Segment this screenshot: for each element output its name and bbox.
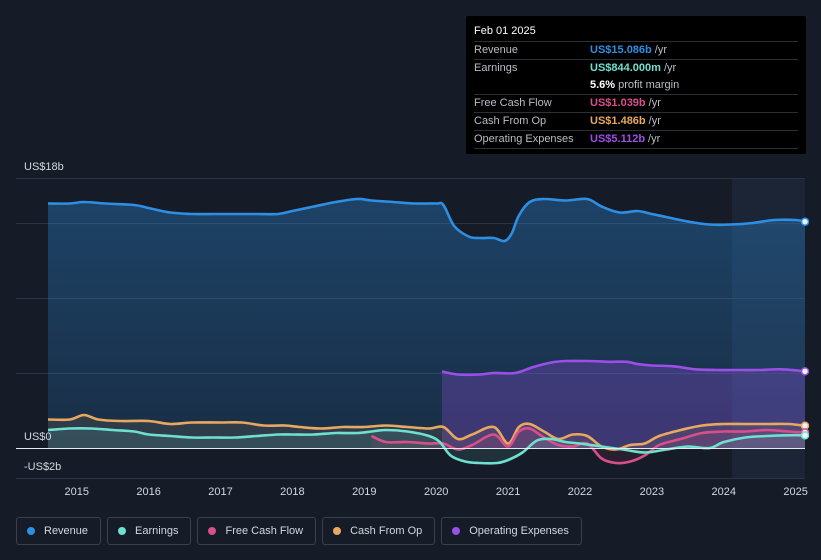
x-tick-label: 2019 [352,486,376,498]
legend-label: Cash From Op [350,525,423,537]
legend-item-cash-from-op[interactable]: Cash From Op [322,517,436,545]
tooltip-value: US$15.086b [590,44,652,56]
tooltip-date: Feb 01 2025 [474,24,798,42]
tooltip-value: US$1.039b [590,97,646,109]
x-tick-label: 2023 [640,486,664,498]
y-zero-label: US$0 [24,431,52,443]
legend-label: Revenue [44,525,89,537]
tooltip-label: Earnings [474,62,518,74]
tooltip-value: 5.6% [590,79,616,91]
legend-dot-icon [452,527,461,535]
x-axis-ticks: 2015 2016 2017 2018 2019 2020 2021 2022 2023 2024… [65,486,808,498]
tooltip-row-operating-expenses: Operating Expenses US$5.112b /yr [474,131,798,149]
legend-label: Free Cash Flow [225,525,304,537]
legend-item-earnings[interactable]: Earnings [107,517,192,545]
legend-dot-icon [208,527,217,535]
x-tick-label: 2017 [208,486,232,498]
tooltip-unit: /yr [654,44,667,56]
y-bottom-label: -US$2b [24,461,61,473]
legend-item-operating-expenses[interactable]: Operating Expenses [441,517,582,545]
tooltip-unit: /yr [648,97,661,109]
x-tick-label: 2022 [568,486,592,498]
legend-label: Operating Expenses [469,525,569,537]
end-marker-revenue [800,217,810,226]
x-tick-label: 2015 [65,486,89,498]
x-tick-label: 2024 [712,486,736,498]
tooltip-unit: profit margin [618,79,680,91]
tooltip-label [474,77,590,94]
legend-dot-icon [333,527,342,535]
x-tick-label: 2021 [496,486,520,498]
tooltip-row-cash-from-op: Cash From Op US$1.486b /yr [474,113,798,131]
legend-dot-icon [27,527,35,535]
legend: Revenue Earnings Free Cash Flow Cash Fro… [16,517,582,545]
tooltip-value: US$5.112b [590,133,646,145]
end-markers [800,217,810,440]
line-cash-from-op [47,413,806,451]
line-operating-expenses [441,359,806,377]
line-revenue [47,197,806,243]
legend-label: Earnings [135,525,179,537]
tooltip-label: Cash From Op [474,115,547,127]
tooltip-value: US$844.000m [590,62,661,74]
end-marker-operating-expenses [800,367,810,376]
legend-item-free-cash-flow[interactable]: Free Cash Flow [197,517,317,545]
tooltip-row-free-cash-flow: Free Cash Flow US$1.039b /yr [474,95,798,113]
tooltip-label: Operating Expenses [474,133,574,145]
x-tick-label: 2018 [280,486,304,498]
area-revenue [48,198,805,448]
tooltip-unit: /yr [663,62,677,74]
legend-dot-icon [118,527,127,535]
tooltip-unit: /yr [648,115,661,127]
line-free-cash-flow [370,426,806,465]
end-marker-earnings [800,431,810,440]
x-tick-label: 2025 [783,486,807,498]
area-earnings [48,428,805,464]
area-cash-from-op [48,415,805,450]
tooltip-label: Revenue [474,44,519,56]
tooltip-row-profit-margin: 5.6% profit margin [474,77,798,95]
tooltip-value: US$1.486b [590,115,646,127]
x-tick-label: 2016 [136,486,160,498]
y-top-label: US$18b [24,161,64,173]
tooltip-panel: Feb 01 2025 Revenue US$15.086b /yr Earni… [466,16,806,154]
end-marker-cash-from-op [800,421,810,430]
tooltip-row-earnings: Earnings US$844.000m /yr [474,60,798,77]
tooltip-label: Free Cash Flow [474,97,552,109]
tooltip-unit: /yr [648,133,661,145]
legend-item-revenue[interactable]: Revenue [16,517,102,545]
tooltip-row-revenue: Revenue US$15.086b /yr [474,42,798,60]
x-tick-label: 2020 [424,486,448,498]
